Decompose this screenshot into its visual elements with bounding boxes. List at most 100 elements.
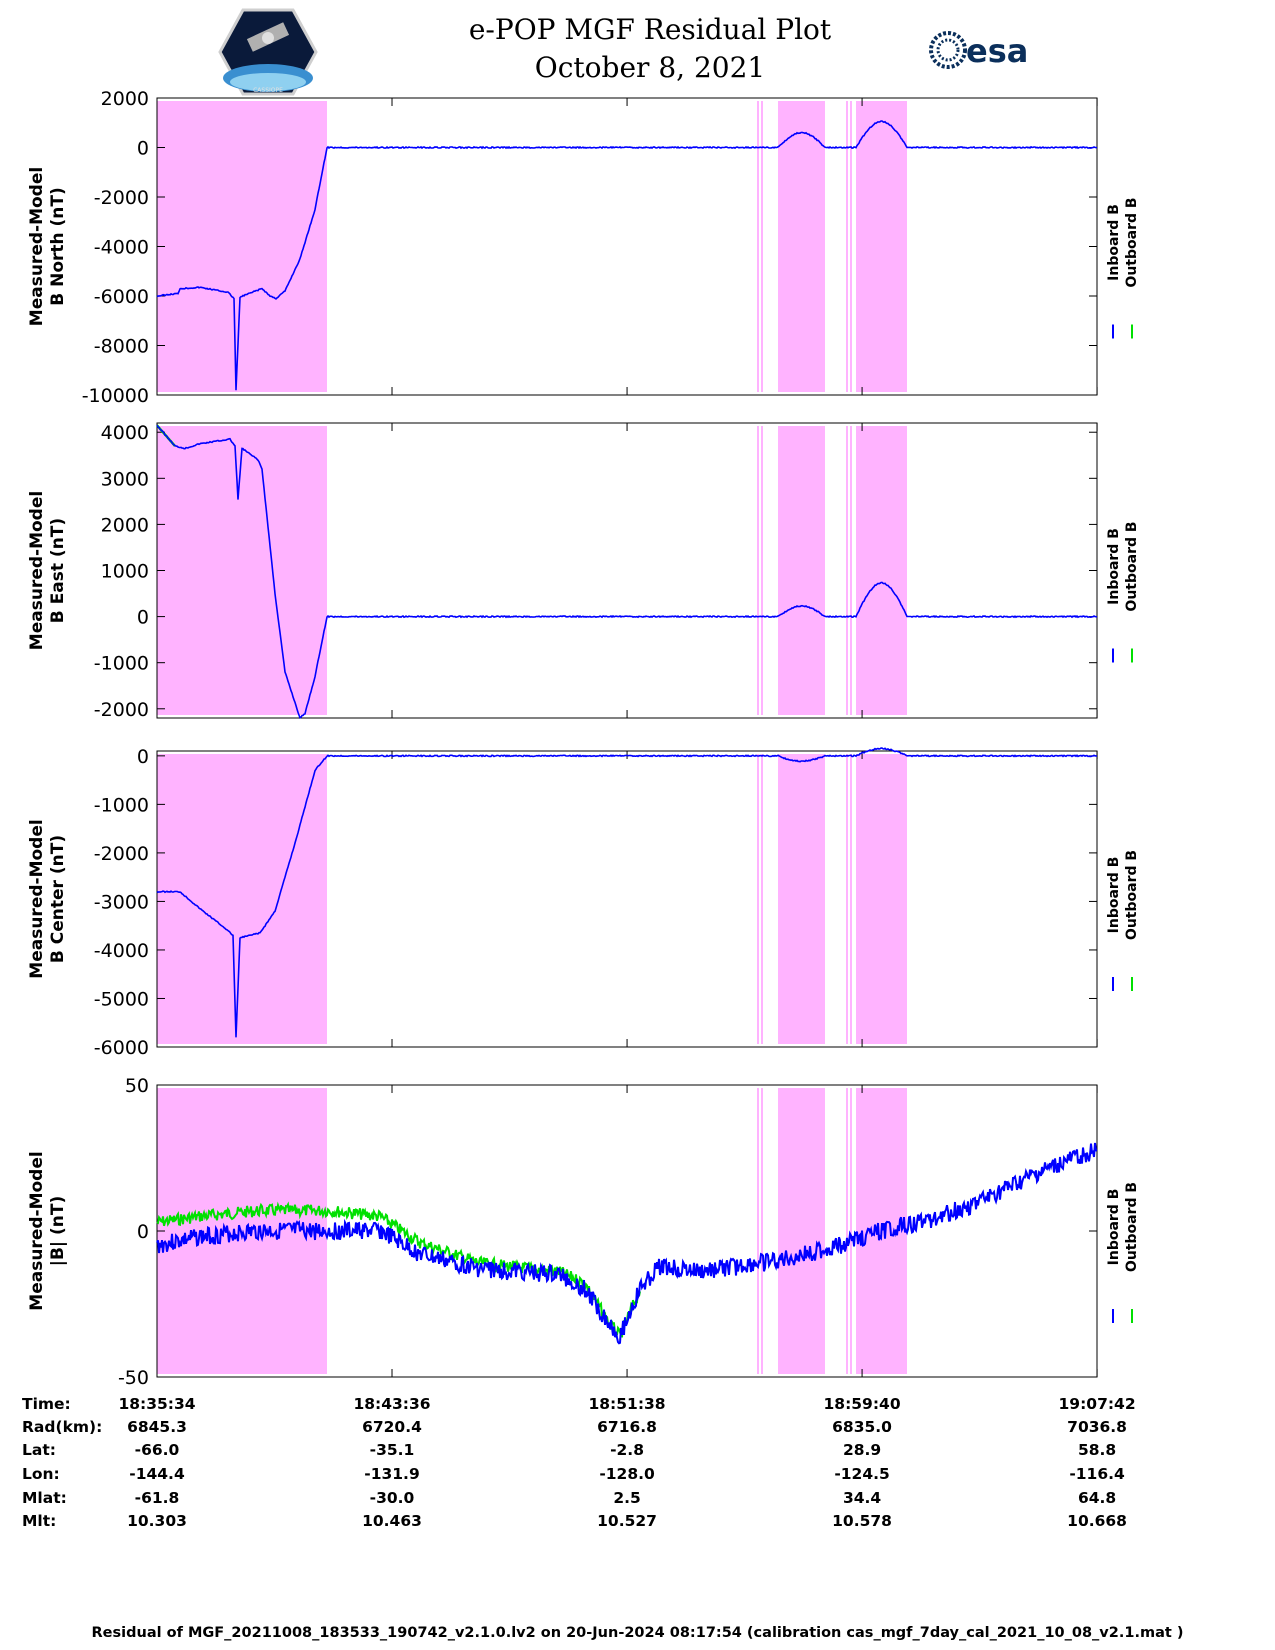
ephemeris-value: 18:51:38	[588, 1395, 666, 1413]
ephemeris-value: -128.0	[599, 1465, 655, 1483]
ephemeris-value: 18:35:34	[118, 1395, 196, 1413]
y-tick-label: -10000	[82, 385, 149, 407]
series-inboard	[156, 424, 1098, 719]
shade-region	[846, 754, 848, 1044]
ephemeris-value: 6835.0	[832, 1418, 892, 1436]
esa-logo: esa	[929, 31, 1028, 70]
ephemeris-row-label: Lat:	[22, 1441, 56, 1459]
ephemeris-row-label: Mlt:	[22, 1512, 57, 1530]
ephemeris-value: 58.8	[1077, 1441, 1117, 1459]
shade-region	[856, 101, 907, 392]
shade-region	[850, 101, 852, 392]
y-tick-label: 0	[137, 138, 149, 160]
y-tick-label: -50	[118, 1367, 149, 1389]
shade-region	[761, 1088, 763, 1374]
shade-region	[157, 101, 327, 392]
shade-region	[761, 426, 763, 715]
legend-outboard: Outboard B	[1124, 197, 1140, 287]
legend-inboard: Inboard B	[1106, 857, 1122, 934]
ephemeris-value: 34.4	[842, 1489, 882, 1507]
y-tick-label: 0	[137, 1221, 149, 1243]
shade-region	[850, 754, 852, 1044]
y-axis-label: B North (nT)	[48, 187, 68, 306]
shade-region	[850, 1088, 852, 1374]
series-inboard	[156, 1142, 1098, 1345]
y-tick-label: 3000	[101, 468, 149, 490]
ephemeris-value: 18:59:40	[823, 1395, 901, 1413]
svg-text:esa: esa	[966, 32, 1028, 70]
footer-caption: Residual of MGF_20211008_183533_190742_v…	[91, 1625, 1184, 1641]
y-tick-label: -6000	[94, 1037, 149, 1059]
panel-beast: 4000 3000 2000 1000 0 -1000 -2000 Measured-Mode…	[27, 422, 1140, 721]
y-tick-label: 4000	[101, 422, 149, 444]
shade-region	[846, 426, 848, 715]
ephemeris-value: 10.463	[362, 1512, 422, 1530]
ephemeris-row-label: Mlat:	[22, 1489, 67, 1507]
ephemeris-value: 18:43:36	[353, 1395, 431, 1413]
y-axis-label: B East (nT)	[48, 518, 68, 623]
y-tick-label: 2000	[101, 88, 149, 110]
cassiope-logo: CASSIOPE	[218, 8, 318, 96]
shade-region	[157, 1088, 327, 1374]
y-tick-label: -1000	[94, 794, 149, 816]
ephemeris-value: -2.8	[610, 1441, 644, 1459]
ephemeris-value: 6845.3	[127, 1418, 187, 1436]
shade-region	[778, 426, 825, 715]
y-tick-label: -2000	[94, 699, 149, 721]
y-tick-label: -2000	[94, 187, 149, 209]
y-tick-label: 0	[137, 607, 149, 629]
ephemeris-value: 10.668	[1067, 1512, 1127, 1530]
shade-region	[778, 1088, 825, 1374]
shade-region	[157, 754, 327, 1044]
series-inboard	[156, 747, 1097, 1038]
y-tick-label: -8000	[94, 336, 149, 358]
y-tick-label: 50	[125, 1075, 149, 1097]
ephemeris-value: 7036.8	[1067, 1418, 1127, 1436]
ephemeris-row-label: Lon:	[22, 1465, 60, 1483]
ephemeris-value: 64.8	[1077, 1489, 1117, 1507]
ephemeris-value: -131.9	[364, 1465, 420, 1483]
shade-region	[761, 754, 763, 1044]
y-tick-label: -6000	[94, 286, 149, 308]
ephemeris-value: 6716.8	[597, 1418, 657, 1436]
shade-region	[761, 101, 763, 392]
panel-bcenter: 0 -1000 -2000 -3000 -4000 -5000 -6000 Measured-…	[27, 746, 1140, 1059]
ephemeris-row-label: Time:	[22, 1395, 71, 1413]
legend-inboard: Inboard B	[1106, 204, 1122, 281]
panel-bmag: 50 0 -50 Measured-Model |B| (nT) Inboard B Out…	[27, 1075, 1140, 1389]
ephemeris-value: -30.0	[369, 1489, 415, 1507]
y-tick-label: -4000	[94, 237, 149, 259]
legend-inboard: Inboard B	[1106, 528, 1122, 605]
y-tick-label: -3000	[94, 891, 149, 913]
shade-region	[846, 1088, 848, 1374]
legend-inboard: Inboard B	[1106, 1189, 1122, 1266]
ephemeris-value: 10.303	[127, 1512, 187, 1530]
ephemeris-value: 10.578	[832, 1512, 892, 1530]
y-axis-label: Measured-Model	[27, 167, 47, 326]
shade-region	[778, 101, 825, 392]
y-tick-label: 0	[137, 746, 149, 768]
legend-outboard: Outboard B	[1124, 521, 1140, 611]
ephemeris-value: -35.1	[369, 1441, 415, 1459]
y-tick-label: -5000	[94, 988, 149, 1010]
series-inboard	[156, 120, 1098, 391]
ephemeris-value: -144.4	[129, 1465, 185, 1483]
legend-outboard: Outboard B	[1124, 850, 1140, 940]
ephemeris-value: -116.4	[1069, 1465, 1125, 1483]
shade-region	[856, 754, 907, 1044]
shade-region	[757, 1088, 759, 1374]
ephemeris-value: -61.8	[134, 1489, 180, 1507]
ephemeris-value: 2.5	[613, 1489, 641, 1507]
y-tick-label: -4000	[94, 940, 149, 962]
y-axis-label: B Center (nT)	[48, 835, 68, 963]
panel-bnorth: 2000 0 -2000 -4000 -6000 -8000 -10000 Measured-…	[27, 88, 1140, 407]
shade-region	[757, 101, 759, 392]
svg-text:CASSIOPE: CASSIOPE	[253, 87, 283, 94]
ephemeris-value: -124.5	[834, 1465, 890, 1483]
y-axis-label: Measured-Model	[27, 1151, 47, 1310]
chart-title-line1: e-POP MGF Residual Plot	[468, 13, 832, 46]
ephemeris-value: 6720.4	[362, 1418, 422, 1436]
y-tick-label: -2000	[94, 843, 149, 865]
ephemeris-row-label: Rad(km):	[22, 1418, 103, 1436]
y-tick-label: -1000	[94, 653, 149, 675]
